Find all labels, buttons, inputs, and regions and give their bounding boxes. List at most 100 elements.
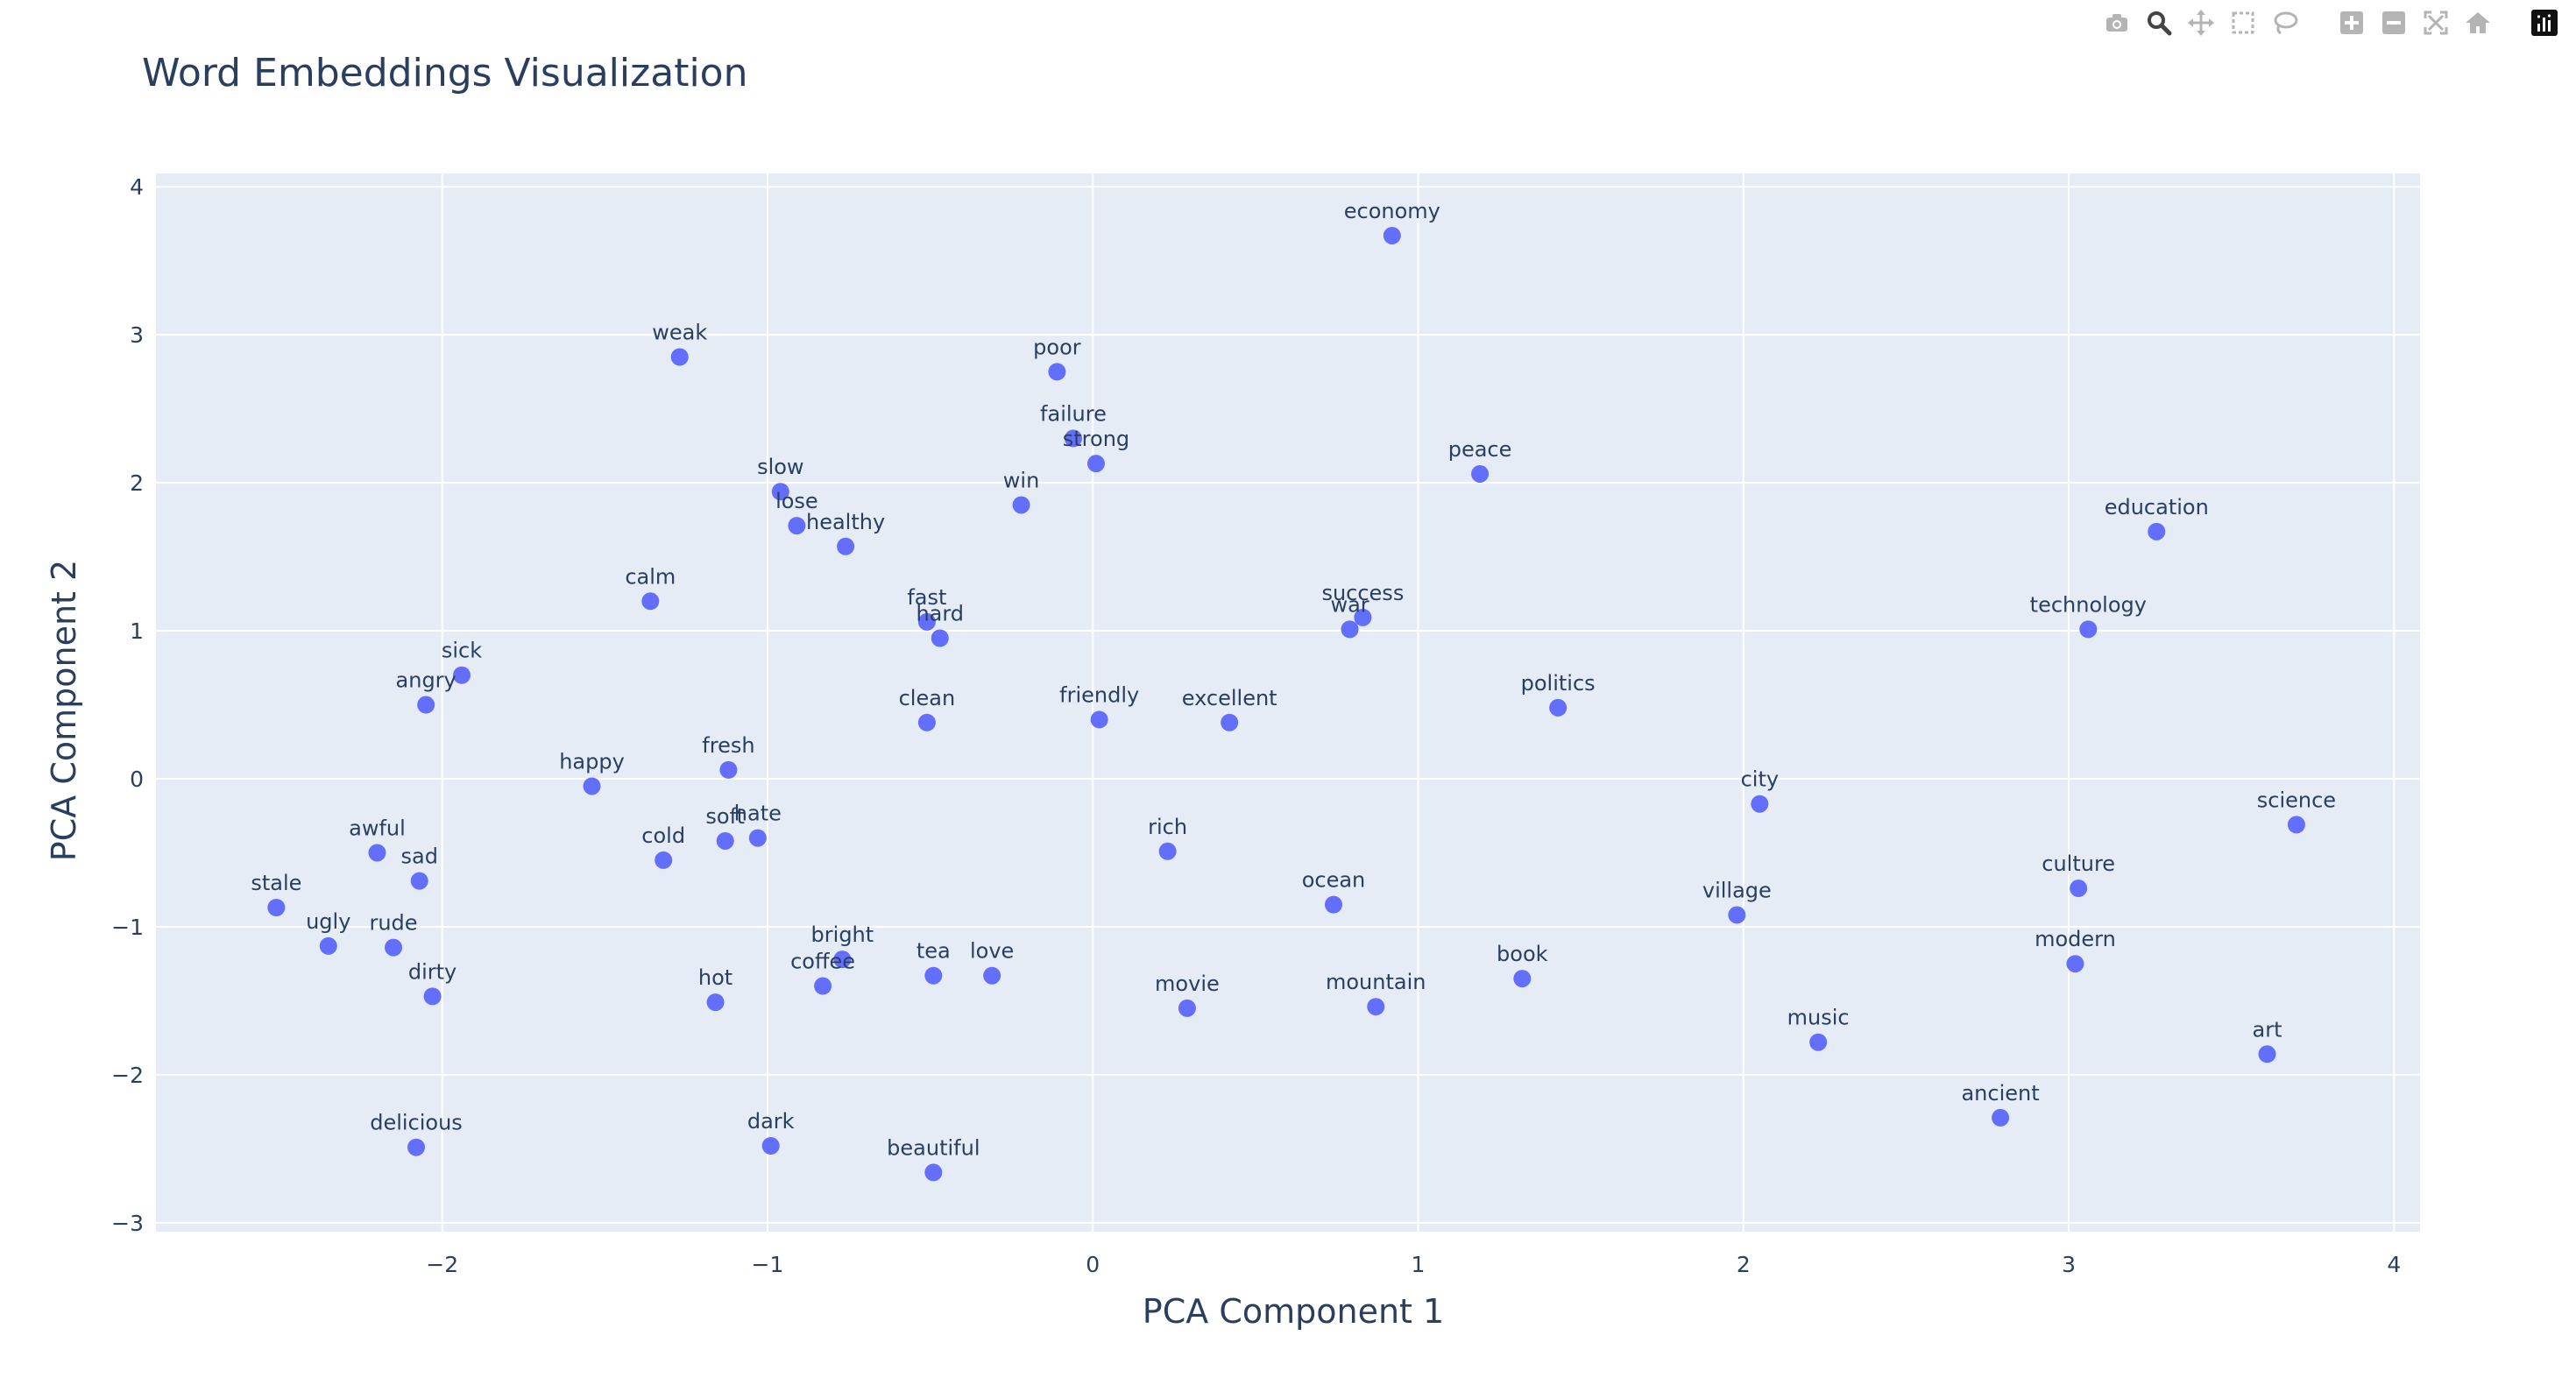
y-tick-label: 2: [130, 470, 144, 496]
data-point[interactable]: [761, 1137, 780, 1155]
box-select-icon[interactable]: [2226, 7, 2261, 39]
data-point[interactable]: [2079, 620, 2098, 639]
data-point-label: weak: [652, 320, 707, 344]
data-point[interactable]: [1086, 455, 1105, 473]
data-point-label: beautiful: [887, 1135, 980, 1160]
data-point-label: hard: [916, 602, 964, 626]
data-point[interactable]: [917, 713, 936, 731]
data-point[interactable]: [670, 348, 689, 366]
data-point[interactable]: [1064, 429, 1082, 448]
zoom-in-icon[interactable]: [2334, 7, 2369, 39]
data-point[interactable]: [2066, 955, 2084, 973]
zoom-out-icon[interactable]: [2376, 7, 2411, 39]
data-point[interactable]: [983, 966, 1001, 985]
chart-title: Word Embeddings Visualization: [142, 51, 747, 95]
data-point[interactable]: [917, 612, 936, 631]
data-point-label: rich: [1148, 815, 1187, 839]
data-point[interactable]: [2070, 880, 2088, 898]
data-point[interactable]: [2148, 522, 2166, 541]
data-point[interactable]: [417, 696, 435, 714]
data-point[interactable]: [641, 592, 660, 611]
data-point[interactable]: [410, 872, 428, 890]
data-point[interactable]: [931, 629, 949, 647]
data-point[interactable]: [1048, 363, 1066, 381]
data-point[interactable]: [655, 851, 673, 869]
grid-lines: [156, 173, 2420, 1232]
data-point-label: hate: [734, 802, 782, 826]
data-point-label: clean: [899, 686, 956, 710]
data-point[interactable]: [1383, 226, 1401, 244]
data-point[interactable]: [1354, 608, 1372, 626]
data-point[interactable]: [452, 666, 471, 684]
data-point[interactable]: [267, 898, 286, 916]
data-point[interactable]: [1992, 1108, 2010, 1127]
x-axis-title: PCA Component 1: [1143, 1292, 1444, 1331]
y-tick-label: −2: [111, 1063, 144, 1088]
data-point-label: modern: [2035, 927, 2116, 951]
data-point[interactable]: [788, 517, 806, 535]
data-point-label: economy: [1344, 199, 1440, 223]
pan-icon[interactable]: [2183, 7, 2219, 39]
data-point[interactable]: [319, 936, 337, 955]
modebar-toolbar: [2099, 7, 2562, 39]
data-point[interactable]: [1513, 970, 1532, 988]
zoom-icon[interactable]: [2141, 7, 2176, 39]
data-point[interactable]: [1178, 999, 1196, 1017]
data-point-label: stale: [251, 871, 301, 895]
data-point-label: dirty: [408, 959, 456, 984]
data-point[interactable]: [716, 831, 734, 850]
data-point-label: calm: [625, 564, 676, 589]
data-point-label: mountain: [1326, 970, 1426, 994]
data-point-label: win: [1003, 468, 1040, 492]
data-point[interactable]: [1012, 496, 1030, 514]
autoscale-icon[interactable]: [2418, 7, 2453, 39]
data-point[interactable]: [1471, 464, 1490, 483]
plotly-logo-icon[interactable]: [2527, 7, 2562, 39]
data-point-label: friendly: [1059, 682, 1139, 707]
data-point[interactable]: [1158, 842, 1177, 860]
data-point-label: tea: [916, 939, 951, 964]
data-point[interactable]: [407, 1138, 426, 1156]
data-point-label: technology: [2030, 592, 2147, 617]
data-point[interactable]: [833, 950, 852, 969]
data-point[interactable]: [1221, 713, 1239, 731]
data-point[interactable]: [368, 844, 386, 862]
data-point[interactable]: [1549, 698, 1568, 717]
data-point[interactable]: [814, 977, 832, 995]
data-point[interactable]: [583, 777, 601, 795]
data-point[interactable]: [2287, 816, 2305, 834]
data-point[interactable]: [1324, 895, 1342, 914]
data-point-label: poor: [1033, 335, 1081, 359]
data-point[interactable]: [924, 1163, 943, 1182]
data-point[interactable]: [1367, 998, 1385, 1016]
data-points: [267, 226, 2305, 1182]
data-point[interactable]: [924, 966, 943, 985]
reset-axes-icon[interactable]: [2460, 7, 2495, 39]
camera-icon[interactable]: [2099, 7, 2134, 39]
plot-area[interactable]: [156, 173, 2420, 1232]
data-point-label: angry: [396, 668, 456, 693]
data-point[interactable]: [1751, 795, 1769, 813]
data-point[interactable]: [719, 760, 738, 779]
lasso-select-icon[interactable]: [2268, 7, 2303, 39]
data-point[interactable]: [837, 537, 855, 555]
data-point[interactable]: [706, 993, 725, 1012]
data-point[interactable]: [1728, 906, 1746, 924]
data-point[interactable]: [423, 987, 442, 1006]
data-point[interactable]: [385, 938, 403, 957]
data-point-label: sad: [400, 844, 437, 869]
data-point-label: ocean: [1302, 868, 1366, 893]
data-point-label: bright: [811, 922, 874, 947]
y-tick-label: 4: [130, 174, 144, 200]
data-point[interactable]: [2258, 1045, 2276, 1063]
plot-background: [156, 173, 2420, 1232]
data-point[interactable]: [771, 483, 789, 501]
data-point[interactable]: [1341, 620, 1359, 639]
data-point[interactable]: [1809, 1033, 1828, 1051]
data-point-label: ancient: [1961, 1081, 2039, 1106]
data-point-label: happy: [559, 749, 625, 774]
x-tick-label: 4: [2387, 1252, 2401, 1277]
x-tick-label: −1: [752, 1252, 784, 1277]
data-point[interactable]: [1090, 710, 1108, 729]
data-point[interactable]: [748, 829, 767, 847]
